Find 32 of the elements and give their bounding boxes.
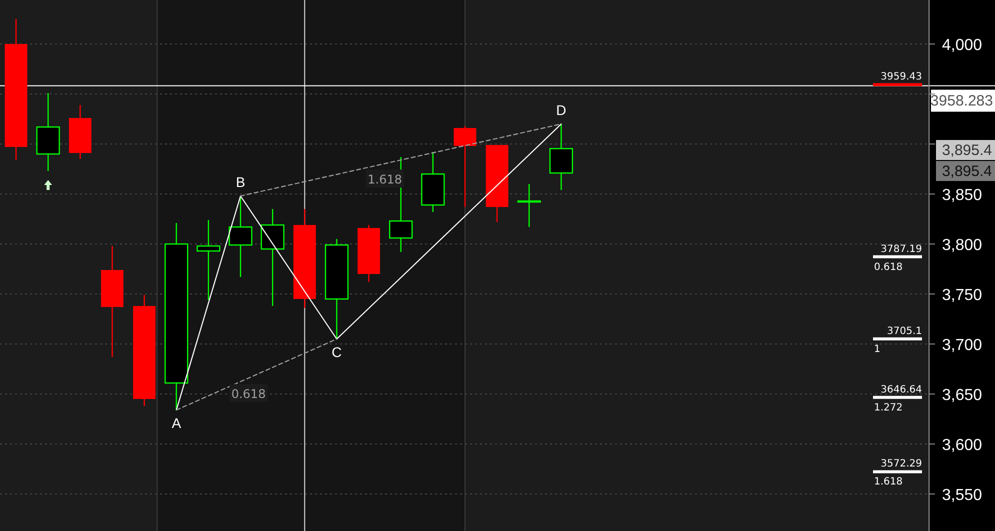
y-tick-label: 3,700 (942, 337, 982, 354)
y-tick-label: 3,600 (942, 437, 982, 454)
line-series (176, 123, 562, 411)
data-label: C (332, 344, 342, 360)
series-label: 1.618 (368, 172, 402, 187)
annotation: 1 (874, 344, 880, 355)
candlestick (260, 208, 284, 307)
y-tick-label: 3,850 (942, 187, 982, 204)
candlestick (196, 219, 220, 301)
ref-line-label: 3646.64 (880, 384, 922, 396)
ref-line-label: 3787.19 (880, 244, 922, 255)
text: 3,895.4 (942, 163, 992, 180)
series-label: 0.618 (231, 387, 266, 402)
y-tick-label: 3,550 (942, 487, 982, 504)
data-label: A (172, 415, 182, 431)
y-tick-label: 4,000 (942, 37, 982, 54)
ref-line-label: 3958.283 (930, 92, 993, 110)
ref-line-label: 3572.29 (880, 458, 922, 470)
ref-line-label: 3705.1 (887, 326, 922, 337)
y-tick-label: 3,800 (942, 237, 982, 254)
text: 3,895.4 (942, 142, 992, 159)
y-tick-label: 3,750 (942, 287, 982, 304)
candlestick (228, 195, 252, 278)
candlestick (517, 183, 541, 228)
candlestick (454, 125, 476, 208)
data-label: D (556, 102, 566, 118)
y-tick-label: 3,650 (942, 387, 982, 404)
annotation: 1.272 (874, 402, 903, 414)
data-label: B (236, 174, 246, 190)
ref-line-label: 3959.43 (880, 72, 922, 83)
annotation: 0.618 (874, 262, 903, 273)
annotation: 1.618 (874, 476, 903, 488)
